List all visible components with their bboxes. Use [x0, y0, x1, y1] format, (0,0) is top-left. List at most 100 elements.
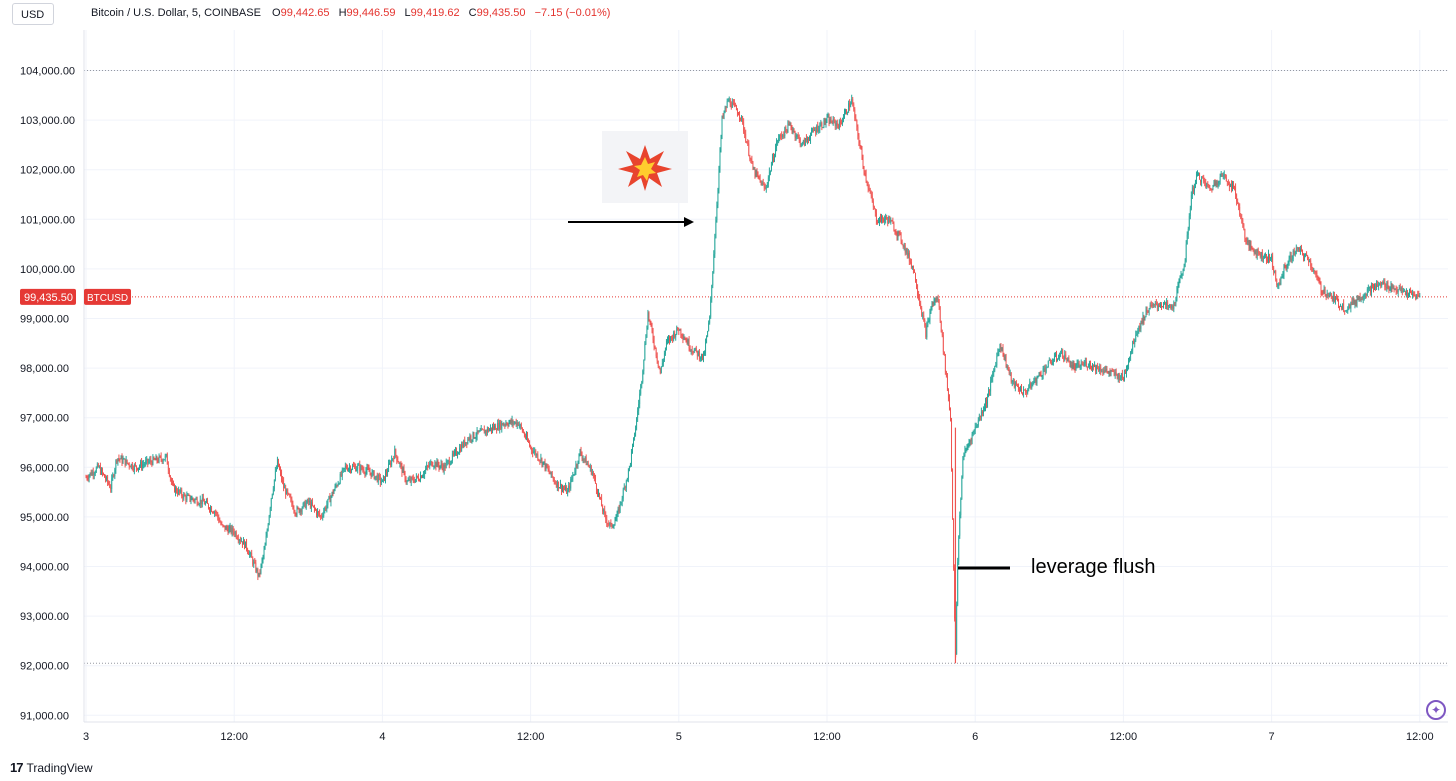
candle-body — [641, 381, 643, 385]
candle-body — [869, 189, 871, 194]
candle-body — [1061, 349, 1063, 354]
candle-body — [756, 170, 758, 175]
brand-name[interactable]: TradingView — [26, 760, 93, 775]
candle-body — [130, 464, 132, 468]
candle-body — [961, 476, 963, 500]
candle-body — [876, 212, 877, 223]
candle-body — [268, 515, 270, 525]
candle-body — [144, 464, 146, 466]
candle-body — [1317, 277, 1319, 281]
compass-icon[interactable]: ✦ — [1426, 700, 1446, 720]
candle-body — [177, 492, 178, 494]
candle-body — [985, 400, 986, 408]
candle-body — [391, 459, 393, 466]
candle-body — [152, 457, 154, 465]
candle-body — [292, 503, 294, 509]
candle-body — [1418, 294, 1420, 297]
candle-body — [175, 487, 176, 493]
open-value: 99,442.65 — [280, 7, 330, 19]
candle-body — [590, 466, 592, 475]
candle-body — [277, 459, 278, 469]
candle-body — [744, 131, 746, 134]
candle-body — [1044, 368, 1046, 372]
candle-body — [178, 489, 180, 494]
candle-body — [1313, 270, 1315, 272]
candle-body — [1326, 293, 1328, 297]
candle-body — [448, 460, 450, 465]
candle-body — [711, 285, 713, 300]
candle-body — [1149, 305, 1151, 310]
candle-body — [655, 347, 657, 357]
candle-body — [153, 457, 155, 460]
symbol-title[interactable]: Bitcoin / U.S. Dollar, 5, COINBASE — [91, 7, 261, 19]
candle-body — [101, 469, 102, 474]
candle-body — [569, 485, 571, 489]
candle-body — [780, 135, 782, 137]
candle-body — [200, 499, 202, 505]
candle-body — [792, 130, 794, 132]
candle-body — [852, 98, 854, 105]
candle-body — [239, 539, 241, 542]
candle-body — [1070, 365, 1072, 367]
candle-body — [1238, 203, 1240, 208]
candle-body — [1123, 377, 1124, 381]
candle-body — [1199, 173, 1200, 180]
candle-body — [474, 437, 476, 439]
candle-body — [413, 480, 415, 483]
candle-body — [352, 466, 353, 470]
y-tick-label: 93,000.00 — [20, 611, 69, 623]
candle-body — [856, 119, 858, 127]
candle-body — [1384, 282, 1386, 288]
candle-body — [361, 465, 363, 470]
candle-body — [222, 524, 224, 526]
candle-body — [537, 454, 539, 460]
candle-body — [1360, 298, 1362, 300]
candle-body — [102, 469, 103, 474]
candle-body — [749, 155, 751, 160]
candle-body — [546, 463, 548, 468]
candle-body — [1204, 180, 1206, 183]
candle-body — [529, 442, 530, 446]
candle-body — [1396, 290, 1398, 293]
candle-body — [357, 465, 359, 470]
candle-body — [1088, 366, 1089, 368]
candle-body — [274, 471, 276, 480]
candle-body — [1218, 181, 1220, 184]
candle-body — [1226, 181, 1228, 183]
candle-body — [296, 507, 298, 515]
candle-body — [956, 604, 958, 655]
candle-body — [846, 109, 847, 114]
candle-body — [970, 440, 972, 442]
candle-body — [315, 508, 316, 511]
candle-body — [1213, 182, 1215, 186]
y-tick-label: 96,000.00 — [20, 462, 69, 474]
candle-body — [250, 553, 252, 555]
candle-body — [472, 432, 474, 440]
currency-selector[interactable]: USD — [12, 3, 54, 25]
candle-body — [1412, 294, 1413, 296]
candle-body — [432, 465, 434, 467]
candle-body — [724, 107, 726, 113]
candle-body — [351, 469, 352, 472]
tradingview-logo-icon: 17 — [10, 760, 24, 775]
candle-body — [1267, 259, 1268, 261]
candle-body — [623, 486, 625, 490]
candle-body — [319, 512, 321, 516]
y-tick-label: 103,000.00 — [20, 115, 75, 127]
candle-body — [719, 150, 721, 170]
candle-body — [1292, 250, 1294, 260]
candle-body — [913, 265, 914, 271]
candle-body — [1385, 287, 1387, 289]
candle-body — [902, 244, 904, 247]
candle-body — [1034, 377, 1036, 382]
candle-body — [363, 469, 365, 473]
candle-body — [369, 471, 371, 473]
candle-body — [322, 515, 324, 517]
candle-body — [443, 464, 445, 471]
high-value: 99,446.59 — [346, 7, 396, 19]
candle-body — [602, 506, 604, 512]
candle-body — [1303, 254, 1304, 258]
candle-body — [528, 440, 529, 443]
candle-body — [398, 461, 400, 464]
